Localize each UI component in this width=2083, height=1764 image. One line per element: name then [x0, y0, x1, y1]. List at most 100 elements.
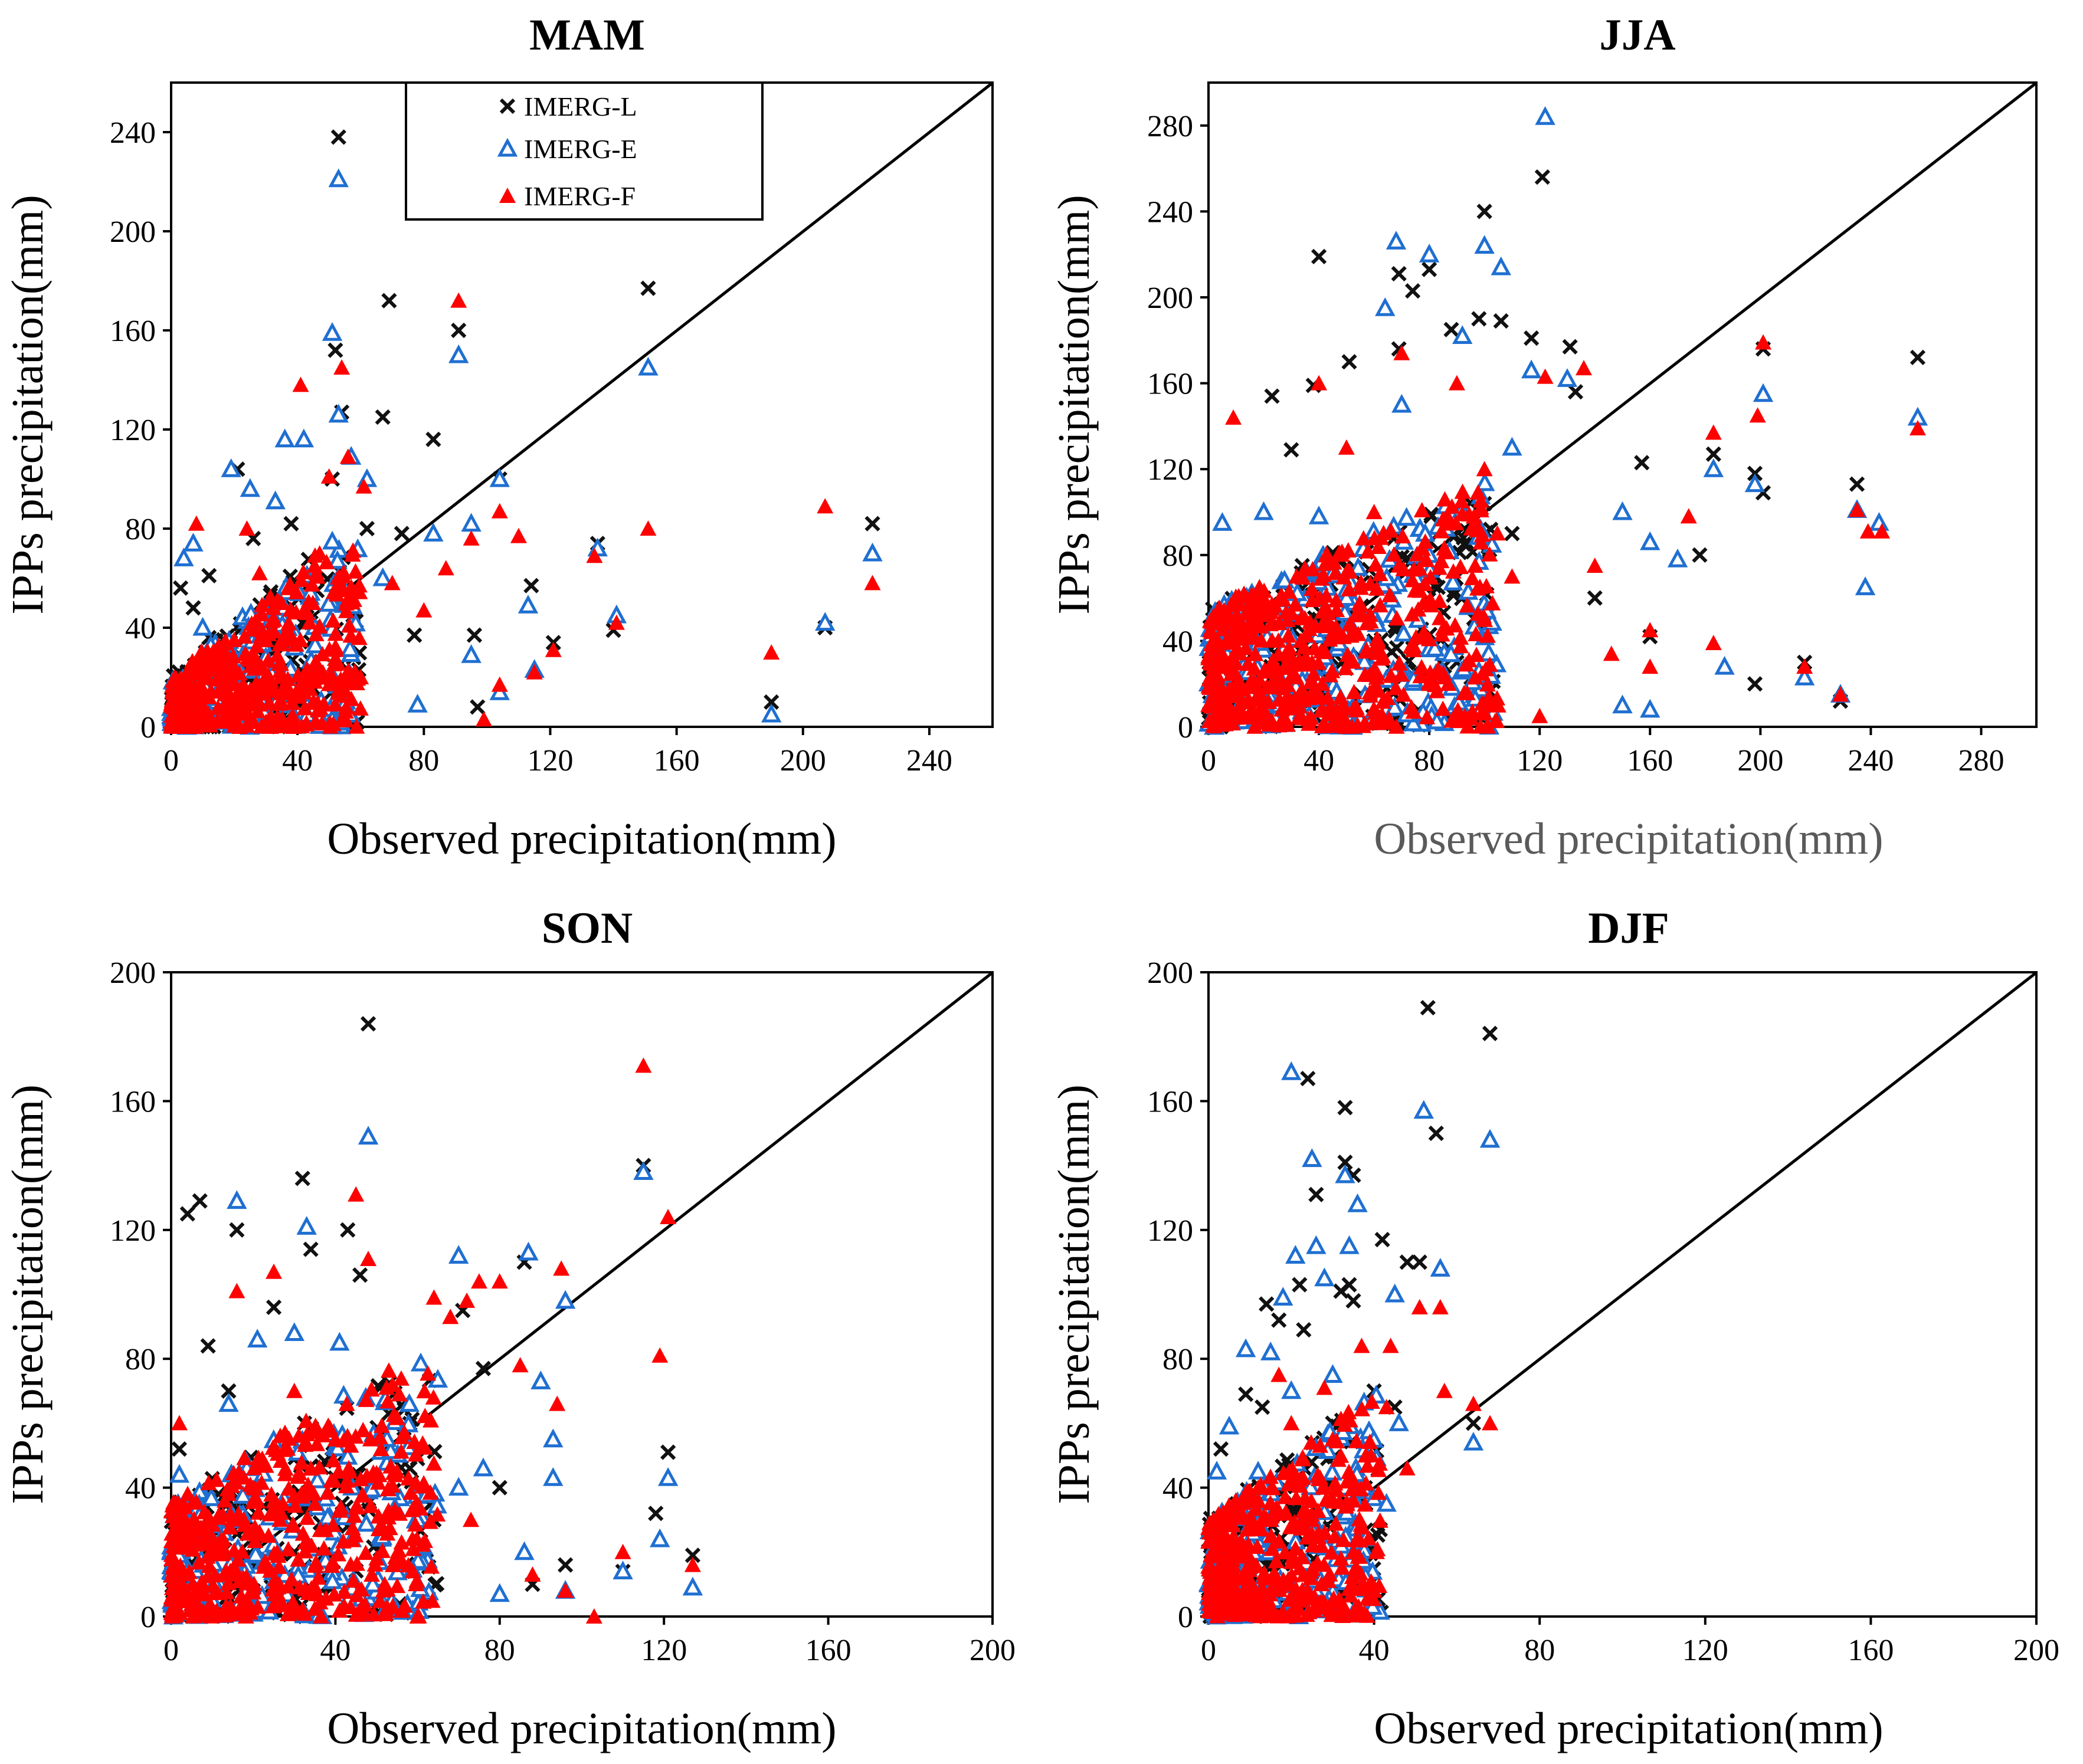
point-open-tri	[1424, 638, 1445, 657]
filled-triangle-icon	[499, 188, 516, 203]
data-point	[1849, 501, 1866, 517]
point-filled-tri	[1456, 684, 1473, 700]
data-point	[265, 490, 286, 510]
data-point	[1667, 548, 1688, 568]
y-tick-label: 160	[110, 1085, 156, 1119]
panel-djf: DJF 0 40 80 120 160 200 0 40 80 120 160 200 Observe…	[1049, 904, 2059, 1753]
point-filled-tri	[389, 1578, 406, 1593]
data-point	[448, 1245, 469, 1264]
point-filled-tri	[1217, 634, 1234, 650]
point-filled-tri	[1452, 629, 1469, 645]
point-open-tri	[307, 1469, 327, 1488]
point-filled-tri	[1204, 1547, 1221, 1563]
point-filled-tri	[1210, 676, 1227, 692]
point-filled-tri	[325, 1516, 342, 1532]
data-point	[1365, 504, 1383, 519]
one-to-one-line	[173, 972, 993, 1615]
point-filled-tri	[1349, 717, 1366, 733]
point-filled-tri	[307, 659, 325, 675]
point-filled-tri	[1347, 606, 1364, 622]
y-tick-label: 0	[140, 1601, 156, 1634]
point-filled-tri	[363, 1381, 380, 1397]
point-filled-tri	[263, 1486, 280, 1502]
data-point	[684, 1547, 701, 1563]
data-point	[339, 448, 356, 464]
point-filled-tri	[323, 1558, 340, 1573]
data-point	[1378, 1399, 1395, 1415]
point-open-tri	[1396, 507, 1417, 526]
point-filled-tri	[362, 1497, 379, 1513]
point-filled-tri	[1293, 609, 1310, 625]
point-filled-tri	[1463, 520, 1480, 536]
data-point	[1273, 1287, 1293, 1306]
point-filled-tri	[326, 696, 343, 712]
point-filled-tri	[1453, 506, 1470, 522]
point-filled-tri	[262, 678, 279, 694]
point-filled-tri	[1479, 676, 1496, 692]
point-filled-tri	[268, 709, 286, 725]
data-point	[348, 1186, 365, 1202]
point-filled-tri	[251, 696, 268, 712]
data-point	[470, 699, 486, 715]
point-filled-tri	[210, 683, 227, 699]
point-filled-tri	[1319, 689, 1337, 705]
data-point	[1324, 1431, 1341, 1447]
point-filled-tri	[1387, 680, 1404, 696]
point-filled-tri	[1362, 613, 1379, 629]
data-point	[1534, 169, 1551, 185]
point-filled-tri	[1433, 553, 1450, 569]
point-filled-tri	[1314, 676, 1331, 691]
point-filled-tri	[1333, 709, 1350, 724]
point-filled-tri	[372, 1441, 389, 1457]
legend-label: IMERG-L	[524, 91, 637, 122]
panel-son: SON 0 40 80 120 160 200 0 40 80 120 160 200 Observe…	[3, 904, 1016, 1753]
point-filled-tri	[1415, 624, 1432, 640]
data-point	[1419, 243, 1440, 263]
point-filled-tri	[1229, 606, 1246, 622]
data-point	[1714, 655, 1735, 675]
data-point	[489, 468, 510, 487]
point-filled-tri	[292, 1579, 309, 1595]
tick-group: 0 40 80 120 160 200 0 40 80 120 160 200	[1147, 956, 2059, 1667]
point-filled-tri	[221, 1519, 238, 1535]
point-filled-tri	[424, 1592, 441, 1608]
point-filled-tri	[272, 1452, 289, 1468]
point-filled-tri	[243, 615, 260, 631]
x-axis-label: Observed precipitation(mm)	[327, 1704, 836, 1753]
point-filled-tri	[215, 1531, 232, 1547]
point-filled-tri	[196, 703, 214, 719]
point-filled-tri	[347, 563, 364, 579]
point-filled-tri	[408, 1572, 425, 1588]
point-filled-tri	[284, 694, 301, 710]
point-filled-tri	[277, 1460, 294, 1476]
data-point	[1208, 1576, 1226, 1592]
data-point	[1283, 442, 1299, 458]
point-filled-tri	[1413, 658, 1430, 674]
point-filled-tri	[1204, 632, 1221, 648]
data-point	[1703, 458, 1724, 477]
point-filled-tri	[221, 691, 238, 707]
point-filled-tri	[1474, 665, 1491, 681]
data-point	[169, 1464, 190, 1483]
point-filled-tri	[1294, 569, 1311, 585]
point-filled-tri	[312, 1522, 329, 1537]
data-point	[423, 523, 444, 542]
data-point	[1420, 999, 1436, 1016]
point-filled-tri	[1489, 525, 1506, 541]
data-point	[1430, 1258, 1451, 1277]
tick-group: 0 40 80 120 160 200 240 280 0 40 80 120 160 200 240 280	[1147, 110, 2004, 778]
point-open-tri	[1478, 642, 1499, 661]
point-filled-tri	[1303, 592, 1321, 608]
point-filled-tri	[1351, 595, 1368, 611]
point-filled-tri	[1224, 1517, 1242, 1533]
point-filled-tri	[241, 1524, 258, 1540]
point-filled-tri	[250, 1504, 267, 1520]
point-filled-tri	[355, 1422, 372, 1438]
point-filled-tri	[303, 576, 320, 592]
point-filled-tri	[224, 1511, 241, 1527]
point-filled-tri	[1239, 619, 1256, 635]
point-filled-tri	[1479, 627, 1496, 643]
data-point	[294, 1170, 310, 1186]
point-filled-tri	[1363, 1393, 1380, 1409]
point-filled-tri	[1357, 1496, 1374, 1512]
